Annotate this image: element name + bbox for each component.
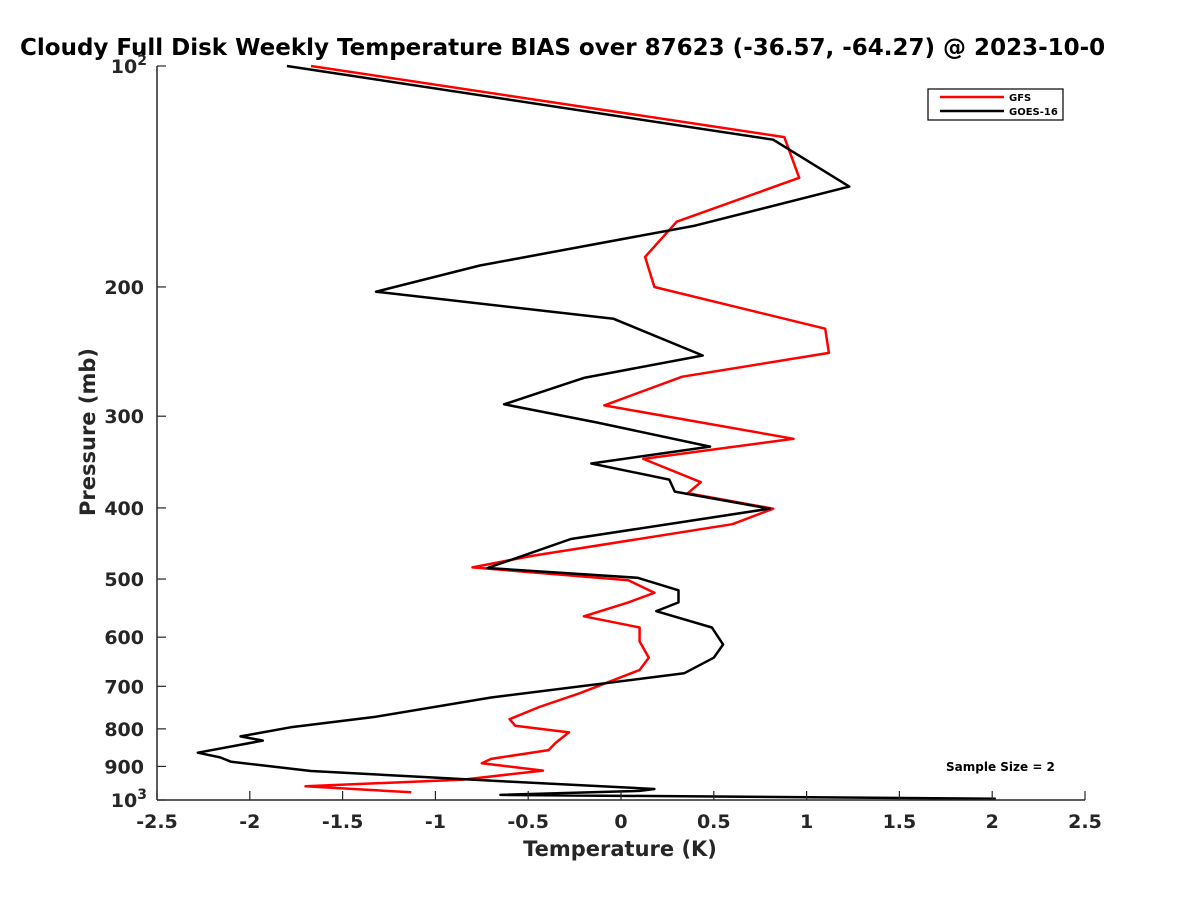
legend-box	[927, 88, 1064, 121]
legend-label-goes16: GOES-16	[1009, 107, 1058, 118]
x-tick-label: 2.5	[1068, 811, 1102, 833]
y-tick-label: 102	[111, 53, 147, 78]
x-tick-label: -2.5	[136, 811, 178, 833]
y-tick-label: 200	[104, 277, 144, 299]
x-tick-label: 1.5	[883, 811, 917, 833]
x-tick-label: -0.5	[507, 811, 549, 833]
series-line-gfs	[304, 64, 831, 794]
x-tick-label: 0.5	[697, 811, 731, 833]
x-axis-label: Temperature (K)	[523, 837, 717, 861]
y-tick-label: 300	[104, 406, 144, 428]
y-tick-label: 900	[104, 756, 144, 778]
y-tick-base: 10	[111, 56, 137, 78]
y-tick-exponent: 2	[137, 53, 147, 69]
chart-title: Cloudy Full Disk Weekly Temperature BIAS…	[20, 35, 1105, 61]
x-tick-label: -1	[425, 811, 446, 833]
x-tick-label: 2	[986, 811, 999, 833]
x-tick-label: 1	[800, 811, 813, 833]
x-tick-label: -1.5	[322, 811, 364, 833]
y-tick-label: 500	[104, 569, 144, 591]
y-axis-label: Pressure (mb)	[76, 348, 100, 516]
series-line-goes16	[196, 64, 996, 800]
y-tick-label: 400	[104, 498, 144, 520]
y-tick-exponent: 3	[137, 787, 147, 803]
legend-label-gfs: GFS	[1009, 93, 1031, 104]
x-tick-label: 0	[614, 811, 627, 833]
y-tick-label: 700	[104, 676, 144, 698]
sample-size-annotation: Sample Size = 2	[946, 760, 1055, 774]
axes-layer: -2.5 -2 -1.5 -1 -0.5 0 0.5 1 1.5 2 2.5102200300400…	[104, 53, 1102, 833]
series-layer	[196, 64, 996, 800]
y-tick-label: 800	[104, 719, 144, 741]
y-tick-label: 600	[104, 627, 144, 649]
y-tick-label: 103	[111, 787, 147, 812]
y-tick-base: 10	[111, 790, 137, 812]
legend: GFS GOES-16	[927, 88, 1064, 121]
x-tick-label: -2	[239, 811, 260, 833]
